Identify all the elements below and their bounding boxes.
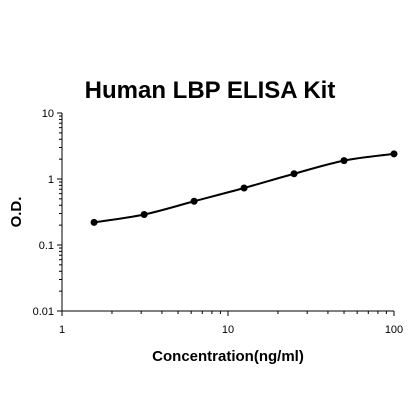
y-tick-label: 0.1: [39, 240, 54, 252]
data-point: [90, 218, 98, 226]
y-axis-label: O.D.: [8, 197, 25, 228]
data-point: [140, 210, 148, 218]
x-axis-label: Concentration(ng/ml): [152, 348, 304, 365]
x-tick-label: 100: [385, 324, 403, 336]
x-tick-label: 1: [59, 324, 65, 336]
data-point: [340, 157, 348, 165]
axes: 0.01 0.1 1 10 1 10 100: [33, 108, 404, 336]
data-point: [290, 170, 298, 178]
y-tick-label: 0.01: [33, 306, 54, 318]
data-points: [90, 150, 398, 226]
data-point: [190, 197, 198, 205]
y-tick-label: 10: [42, 108, 54, 120]
data-point: [240, 184, 248, 192]
x-tick-label: 10: [222, 324, 234, 336]
chart-title: Human LBP ELISA Kit: [85, 77, 336, 104]
y-tick-label: 1: [48, 174, 54, 186]
data-point: [390, 150, 398, 158]
